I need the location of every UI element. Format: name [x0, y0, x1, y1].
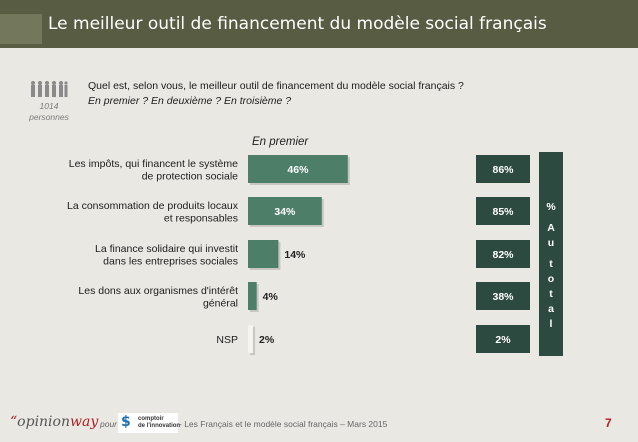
- series-header: En premier: [252, 136, 309, 148]
- people-icon: [31, 81, 68, 97]
- total-value-label: 86%: [492, 164, 514, 176]
- title-accent: [0, 14, 42, 44]
- opinionway-logo: “opinionway: [10, 414, 99, 430]
- bar-en-premier: [248, 282, 257, 310]
- total-box: [476, 325, 530, 353]
- respondents-count: 1014 personnes: [28, 101, 70, 123]
- question-subtext: En premier ? En deuxième ? En troisième …: [88, 95, 292, 107]
- respondents-number: 1014: [39, 101, 59, 111]
- category-label: NSP: [216, 334, 238, 346]
- page-number: 7: [605, 416, 612, 430]
- partner-logo-text: comptoir de l'innovation: [138, 416, 181, 429]
- category-label: La finance solidaire qui investit: [95, 243, 238, 255]
- bar-value-label: 34%: [274, 206, 296, 218]
- total-value-label: 2%: [495, 334, 511, 346]
- total-box: [476, 155, 530, 183]
- category-label: général: [203, 297, 238, 309]
- total-value-label: 38%: [492, 291, 514, 303]
- bar-value-label: 46%: [287, 164, 309, 176]
- total-banner-char: A: [547, 222, 555, 234]
- category-label: de protection sociale: [142, 170, 238, 182]
- total-banner-char: t: [549, 288, 553, 300]
- total-box: [476, 197, 530, 225]
- total-banner-char: u: [548, 237, 554, 249]
- bar-en-premier: [248, 197, 322, 225]
- footer-pour: pour: [100, 419, 118, 429]
- question-text: Quel est, selon vous, le meilleur outil …: [88, 80, 464, 92]
- category-label: La consommation de produits locaux: [67, 200, 239, 212]
- total-banner-char: t: [549, 258, 553, 270]
- total-banner-char: %: [546, 201, 556, 213]
- bar-value-label: 4%: [263, 291, 279, 303]
- bar-en-premier: [248, 155, 348, 183]
- total-box: [476, 240, 530, 268]
- total-banner-char: l: [550, 318, 553, 330]
- category-label: dans les entreprises sociales: [103, 255, 238, 267]
- total-banner-char: a: [548, 303, 554, 315]
- category-label: et responsables: [164, 212, 238, 224]
- total-banner: [539, 152, 563, 356]
- bar-value-label: 14%: [284, 249, 306, 261]
- total-box: [476, 282, 530, 310]
- total-banner-char: o: [548, 273, 554, 285]
- partner-logo-mark: $: [121, 414, 131, 430]
- category-label: Les dons aux organismes d'intérêt: [78, 285, 238, 297]
- total-value-label: 82%: [492, 249, 514, 261]
- respondents-label: personnes: [29, 112, 69, 122]
- bar-chart: En premier Les impôts, qui financent le s…: [67, 136, 563, 356]
- total-value-label: 85%: [492, 206, 514, 218]
- footer-source: - Les Français et le modèle social franç…: [179, 419, 388, 429]
- category-label: Les impôts, qui financent le système: [69, 158, 238, 170]
- page-title: Le meilleur outil de financement du modè…: [48, 14, 547, 34]
- title-bar: Le meilleur outil de financement du modè…: [0, 0, 638, 48]
- partner-logo: $ comptoir de l'innovation: [118, 413, 181, 433]
- bar-value-label: 2%: [259, 334, 275, 346]
- bar-en-premier: [248, 325, 253, 353]
- bar-en-premier: [248, 240, 279, 268]
